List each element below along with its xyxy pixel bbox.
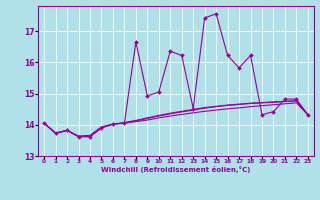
X-axis label: Windchill (Refroidissement éolien,°C): Windchill (Refroidissement éolien,°C) [101,166,251,173]
